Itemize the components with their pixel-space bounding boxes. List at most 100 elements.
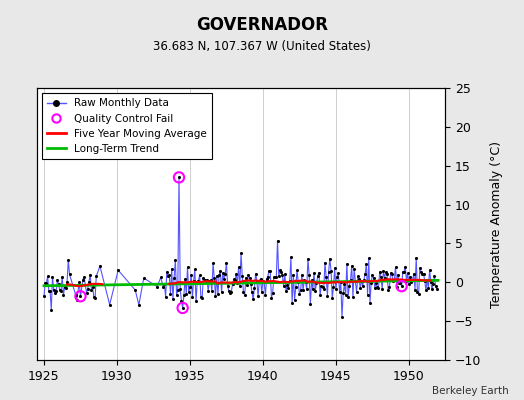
Point: [277, 269, 286, 275]
Point: [184, 289, 193, 296]
Point: [160, 281, 169, 288]
Point: [340, 281, 348, 288]
Point: [428, 286, 436, 292]
Point: [161, 294, 170, 300]
Point: [397, 283, 406, 289]
Point: [401, 263, 409, 270]
Point: [219, 270, 227, 276]
Point: [358, 282, 367, 289]
Point: [58, 274, 67, 280]
Point: [187, 272, 195, 278]
Point: [275, 273, 283, 280]
Point: [175, 174, 183, 180]
Point: [194, 278, 203, 284]
Point: [248, 289, 256, 295]
Point: [71, 292, 80, 298]
Point: [77, 293, 85, 300]
Point: [214, 291, 222, 297]
Point: [216, 268, 225, 274]
Point: [378, 286, 386, 292]
Point: [192, 298, 200, 304]
Point: [417, 269, 425, 275]
Point: [412, 255, 420, 261]
Point: [84, 285, 92, 292]
Point: [372, 280, 380, 287]
Point: [282, 288, 290, 294]
Point: [270, 274, 278, 280]
Point: [80, 274, 89, 280]
Point: [213, 273, 221, 280]
Point: [179, 305, 187, 311]
Point: [362, 261, 370, 267]
Point: [367, 280, 375, 286]
Point: [239, 289, 248, 296]
Point: [338, 314, 346, 320]
Point: [79, 277, 87, 283]
Point: [40, 293, 48, 299]
Point: [295, 291, 303, 297]
Point: [408, 276, 417, 283]
Point: [223, 283, 232, 289]
Point: [162, 268, 171, 275]
Point: [293, 267, 301, 274]
Point: [350, 266, 358, 272]
Point: [169, 296, 177, 302]
Point: [324, 269, 333, 275]
Point: [317, 282, 325, 289]
Point: [153, 283, 161, 290]
Point: [325, 256, 334, 262]
Point: [215, 272, 223, 278]
Point: [179, 305, 187, 311]
Point: [359, 277, 368, 283]
Point: [389, 278, 397, 284]
Point: [139, 275, 148, 281]
Point: [250, 284, 259, 291]
Point: [46, 287, 54, 294]
Point: [191, 266, 199, 273]
Point: [236, 283, 244, 289]
Point: [376, 269, 384, 275]
Point: [91, 295, 99, 301]
Point: [85, 278, 93, 285]
Point: [332, 286, 340, 293]
Point: [411, 286, 419, 293]
Point: [343, 261, 351, 267]
Point: [198, 295, 206, 301]
Point: [52, 288, 60, 295]
Point: [335, 288, 344, 295]
Point: [283, 282, 291, 288]
Point: [57, 288, 65, 294]
Point: [309, 286, 317, 292]
Point: [53, 277, 61, 283]
Point: [286, 278, 294, 285]
Point: [383, 271, 391, 277]
Point: [263, 276, 271, 282]
Point: [427, 279, 435, 285]
Point: [425, 267, 434, 273]
Point: [279, 283, 288, 289]
Point: [225, 288, 233, 295]
Point: [347, 263, 356, 269]
Point: [322, 274, 331, 281]
Point: [62, 284, 70, 291]
Point: [92, 273, 101, 280]
Point: [397, 283, 406, 289]
Point: [82, 290, 91, 296]
Point: [418, 270, 427, 277]
Point: [204, 288, 212, 294]
Point: [267, 294, 276, 301]
Point: [300, 277, 309, 283]
Point: [333, 274, 341, 280]
Point: [433, 286, 441, 292]
Point: [320, 286, 328, 292]
Point: [188, 294, 196, 300]
Point: [274, 238, 282, 244]
Point: [222, 260, 231, 266]
Point: [329, 284, 337, 290]
Point: [245, 274, 254, 281]
Point: [205, 278, 214, 284]
Point: [301, 278, 310, 285]
Point: [414, 291, 423, 297]
Point: [373, 283, 381, 290]
Legend: Raw Monthly Data, Quality Control Fail, Five Year Moving Average, Long-Term Tren: Raw Monthly Data, Quality Control Fail, …: [42, 93, 212, 159]
